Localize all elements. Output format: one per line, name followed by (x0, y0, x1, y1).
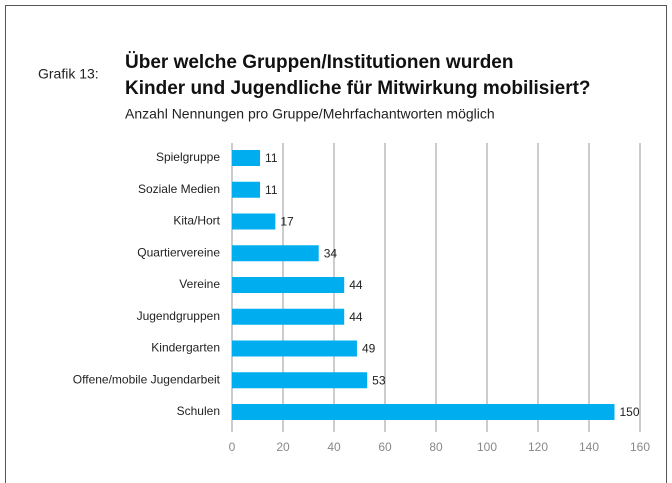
y-tick-label: Quartiervereine (137, 245, 220, 259)
bar (232, 150, 261, 166)
y-tick-label: Spielgruppe (156, 150, 220, 164)
frame (5, 5, 667, 483)
x-tick-label: 0 (229, 440, 236, 454)
y-tick-label: Kita/Hort (173, 214, 220, 228)
chart-title: Über welche Gruppen/Institutionen wurden (125, 52, 513, 73)
x-tick-label: 60 (378, 440, 392, 454)
y-tick-label: Soziale Medien (138, 182, 220, 196)
chart-subtitle: Anzahl Nennungen pro Gruppe/Mehrfachantw… (125, 106, 495, 122)
x-tick-label: 160 (630, 440, 650, 454)
y-tick-label: Offene/mobile Jugendarbeit (73, 372, 221, 386)
value-label: 44 (349, 278, 363, 292)
value-label: 53 (372, 373, 386, 387)
x-tick-label: 80 (429, 440, 443, 454)
bar (232, 340, 357, 357)
bar (232, 213, 276, 230)
value-label: 34 (324, 246, 338, 260)
bar (232, 372, 368, 389)
x-tick-label: 140 (579, 440, 599, 454)
x-tick-label: 120 (528, 440, 548, 454)
value-label: 11 (265, 151, 278, 165)
bar (232, 404, 615, 420)
x-tick-label: 20 (276, 440, 290, 454)
bar (232, 245, 319, 262)
value-label: 44 (349, 310, 363, 324)
bar (232, 181, 261, 198)
y-tick-label: Jugendgruppen (137, 309, 220, 323)
chart-title: Kinder und Jugendliche für Mitwirkung mo… (125, 78, 591, 99)
x-tick-label: 100 (477, 440, 497, 454)
chart-label: Grafik 13: (38, 66, 99, 82)
value-label: 17 (280, 215, 294, 229)
y-tick-label: Vereine (179, 277, 220, 291)
y-tick-label: Kindergarten (151, 341, 220, 355)
bar (232, 277, 345, 293)
value-label: 11 (265, 183, 278, 197)
bar (232, 308, 345, 325)
x-tick-label: 40 (327, 440, 341, 454)
value-label: 49 (362, 342, 376, 356)
value-label: 150 (620, 405, 640, 419)
y-tick-label: Schulen (177, 404, 220, 418)
